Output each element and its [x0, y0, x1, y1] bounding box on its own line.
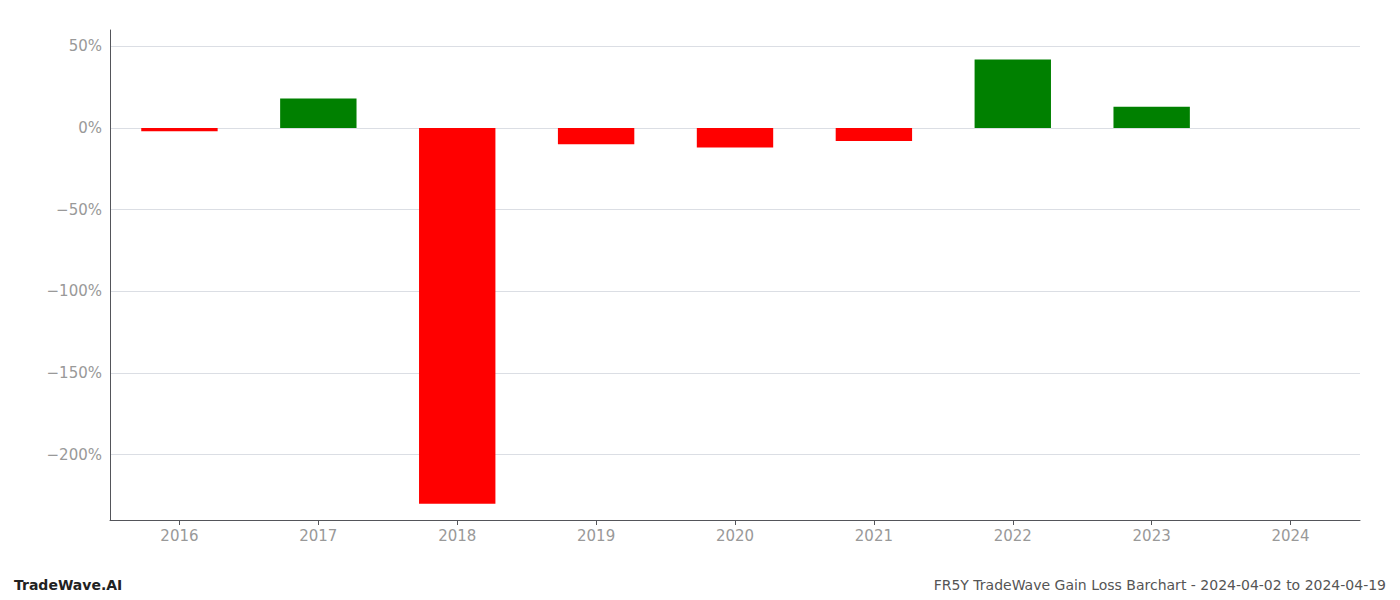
svg-text:2018: 2018	[438, 527, 476, 545]
svg-text:FR5Y TradeWave Gain Loss Barch: FR5Y TradeWave Gain Loss Barchart - 2024…	[934, 577, 1386, 593]
svg-text:2016: 2016	[160, 527, 198, 545]
svg-text:0%: 0%	[78, 119, 102, 137]
svg-text:−200%: −200%	[47, 446, 102, 464]
svg-text:−150%: −150%	[47, 364, 102, 382]
svg-text:−50%: −50%	[56, 201, 102, 219]
svg-text:2020: 2020	[716, 527, 754, 545]
svg-text:50%: 50%	[69, 37, 102, 55]
svg-text:2021: 2021	[855, 527, 893, 545]
svg-text:−100%: −100%	[47, 282, 102, 300]
svg-text:2017: 2017	[299, 527, 337, 545]
svg-text:2024: 2024	[1271, 527, 1309, 545]
svg-text:2022: 2022	[994, 527, 1032, 545]
svg-text:2023: 2023	[1133, 527, 1171, 545]
svg-text:TradeWave.AI: TradeWave.AI	[14, 577, 122, 593]
svg-text:2019: 2019	[577, 527, 615, 545]
